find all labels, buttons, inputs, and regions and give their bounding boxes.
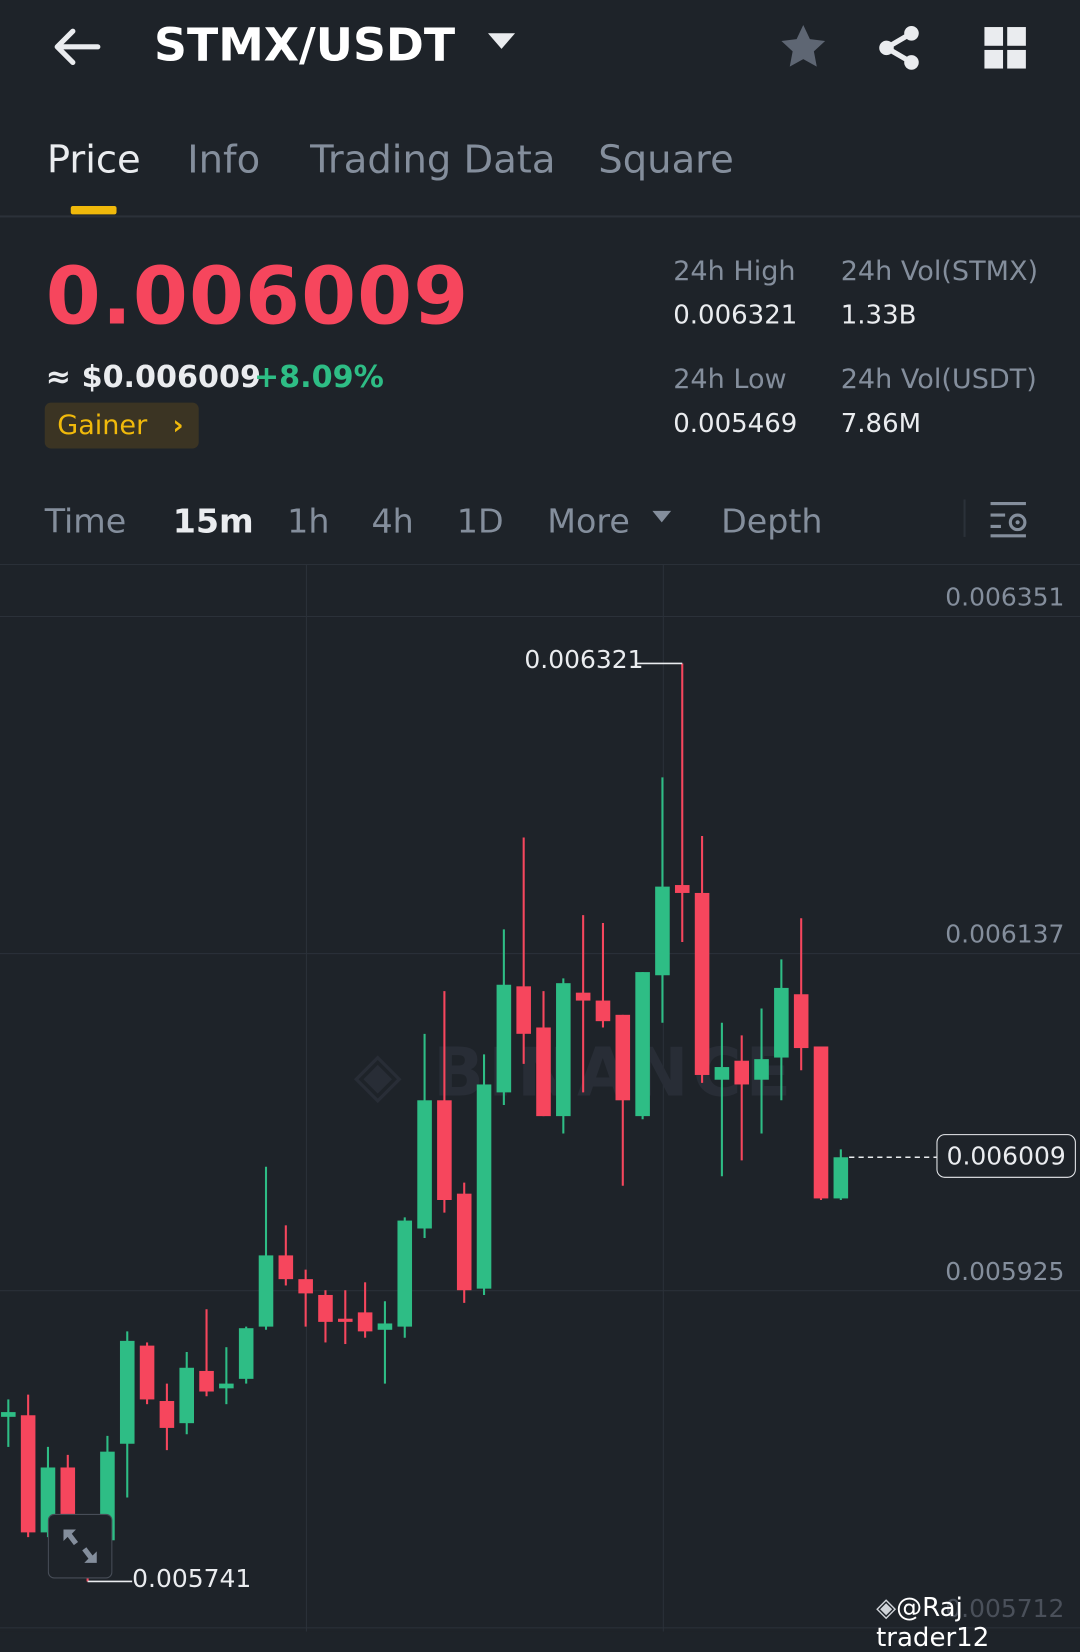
y-tick-label: 0.006137 xyxy=(945,919,1065,949)
candle-body xyxy=(278,1255,294,1280)
candle-body xyxy=(456,1193,472,1291)
y-tick-label: 0.006351 xyxy=(945,582,1065,612)
candle-body xyxy=(20,1415,36,1533)
candle-body xyxy=(258,1255,274,1327)
candle-body xyxy=(694,892,710,1075)
interval-4h[interactable]: 4h xyxy=(371,501,414,542)
candle-body xyxy=(575,992,591,1001)
candle-body xyxy=(615,1014,631,1101)
stat-value: 7.86M xyxy=(840,407,922,439)
candle-body xyxy=(318,1294,333,1322)
fiat-price: ≈ $0.006009 xyxy=(45,358,262,395)
candle-body xyxy=(139,1345,155,1400)
candle-body xyxy=(476,1084,492,1289)
interval-1h[interactable]: 1h xyxy=(287,501,330,542)
last-price: 0.006009 xyxy=(45,249,470,343)
candle-body xyxy=(219,1383,234,1389)
y-tick-label: 0.005712 xyxy=(945,1594,1065,1624)
divider xyxy=(963,499,966,537)
current-price-value: 0.006009 xyxy=(946,1141,1066,1171)
candle-body xyxy=(734,1060,750,1085)
pair-title: STMX/USDT xyxy=(153,18,456,72)
candle-body xyxy=(496,984,512,1093)
candle-body xyxy=(674,885,690,893)
depth-tab[interactable]: Depth xyxy=(721,501,823,542)
back-arrow-icon[interactable] xyxy=(50,23,102,75)
candle-body xyxy=(417,1100,432,1229)
tab-info[interactable]: Info xyxy=(187,137,261,183)
candle-body xyxy=(774,987,789,1058)
candle-body xyxy=(516,986,531,1034)
candle-body xyxy=(60,1467,76,1530)
caret-down-icon xyxy=(651,510,671,523)
gridline xyxy=(305,564,307,1632)
candle-body xyxy=(793,994,809,1049)
candle-body xyxy=(556,983,571,1117)
candle-body xyxy=(595,1000,611,1022)
price-change: +8.09% xyxy=(253,358,384,395)
candle-body xyxy=(238,1328,254,1379)
stat-value: 1.33B xyxy=(840,299,917,330)
expand-icon xyxy=(63,1529,97,1563)
stat-value: 0.006321 xyxy=(673,299,798,330)
binance-watermark: ◈ BINANCE xyxy=(353,1035,796,1113)
binance-logo-icon: ◈ xyxy=(876,1591,897,1623)
stat-value: 0.005469 xyxy=(673,407,798,439)
gainer-label: Gainer xyxy=(57,409,148,442)
candle-body xyxy=(179,1367,195,1424)
candle-body xyxy=(199,1370,214,1392)
candle-body xyxy=(655,886,670,976)
candle-body xyxy=(1,1412,16,1417)
low-marker-label: 0.005741 xyxy=(132,1563,252,1594)
gainer-badge[interactable]: Gainer › xyxy=(44,402,199,449)
y-tick-label: 0.005925 xyxy=(945,1256,1065,1287)
tab-square[interactable]: Square xyxy=(598,137,734,183)
grid-menu-icon[interactable] xyxy=(984,27,1026,73)
interval-15m[interactable]: 15m xyxy=(172,501,254,542)
stat-label: 24h Vol(STMX) xyxy=(840,255,1039,288)
tab-trading-data[interactable]: Trading Data xyxy=(310,137,556,183)
candle-body xyxy=(437,1100,452,1201)
divider xyxy=(0,563,1080,565)
chevron-right-icon: › xyxy=(172,409,184,442)
candle-body xyxy=(754,1059,769,1080)
caret-down-icon xyxy=(487,33,515,49)
stat-label: 24h Low xyxy=(673,364,787,396)
candle-body xyxy=(635,972,650,1117)
stat-label: 24h High xyxy=(673,255,796,288)
stat-label: 24h Vol(USDT) xyxy=(840,364,1037,396)
gridline xyxy=(0,953,1080,955)
interval-time[interactable]: Time xyxy=(44,501,127,542)
interval-more[interactable]: More xyxy=(547,501,671,542)
candle-body xyxy=(338,1318,353,1322)
candle-body xyxy=(536,1027,551,1117)
divider xyxy=(0,215,1080,218)
fullscreen-button[interactable] xyxy=(47,1513,113,1579)
candle-body xyxy=(833,1157,849,1199)
candle-body xyxy=(357,1312,373,1332)
chart-settings-icon[interactable] xyxy=(988,499,1028,543)
candle-body xyxy=(813,1046,829,1199)
more-label: More xyxy=(547,501,630,542)
star-icon[interactable] xyxy=(778,23,828,75)
active-tab-indicator xyxy=(70,206,117,215)
candle-body xyxy=(714,1067,730,1080)
gridline xyxy=(0,615,1080,618)
candle-body xyxy=(159,1401,175,1428)
gridline xyxy=(0,1290,1080,1292)
candle-body xyxy=(397,1220,413,1327)
user-watermark: ◈@Raj trader12 xyxy=(876,1591,990,1652)
interval-1d[interactable]: 1D xyxy=(456,501,504,542)
candle-body xyxy=(119,1340,135,1444)
gridline xyxy=(662,564,664,1632)
pair-selector[interactable]: STMX/USDT xyxy=(154,19,517,72)
high-marker-label: 0.006321 xyxy=(524,645,644,675)
gridline xyxy=(0,1627,1080,1629)
candle-body xyxy=(377,1323,393,1330)
share-icon[interactable] xyxy=(874,23,924,77)
current-price-tag[interactable]: 0.006009 xyxy=(936,1134,1076,1178)
candle-body xyxy=(298,1279,313,1294)
tab-price[interactable]: Price xyxy=(46,137,141,183)
